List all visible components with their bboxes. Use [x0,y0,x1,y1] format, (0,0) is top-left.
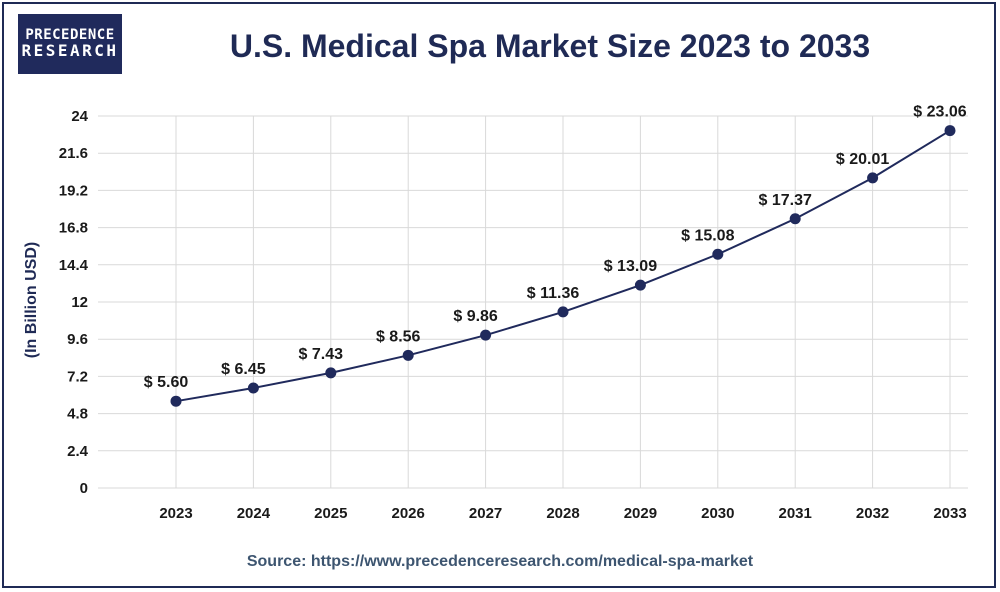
data-point [170,395,182,407]
series-layer [170,125,956,407]
data-point [789,213,801,225]
y-tick-label: 14.4 [59,257,89,274]
data-label: $ 9.86 [453,308,498,325]
y-tick-label: 7.2 [67,368,88,385]
data-point [634,279,646,291]
x-tick-label: 2023 [159,505,192,522]
logo-line-1: PRECEDENCE [25,27,115,44]
y-tick-label: 19.2 [59,182,88,199]
data-point [944,125,956,137]
brand-logo: PRECEDENCE RESEARCH [18,14,122,74]
y-tick-label: 21.6 [59,145,88,162]
x-tick-label: 2025 [314,505,347,522]
y-tick-label: 4.8 [67,406,88,423]
data-label: $ 15.08 [681,227,734,244]
data-point [480,329,492,341]
y-tick-label: 2.4 [67,443,89,460]
x-tick-label: 2026 [392,505,425,522]
data-label: $ 23.06 [913,104,966,121]
y-tick-label: 0 [80,480,88,497]
x-tick-label: 2029 [624,505,657,522]
x-tick-label: 2024 [237,505,271,522]
data-point [712,248,724,260]
data-label: $ 13.09 [604,258,657,275]
data-label: $ 8.56 [376,328,421,345]
y-tick-label: 12 [71,294,88,311]
data-label: $ 7.43 [299,346,344,363]
data-label: $ 20.01 [836,151,889,168]
x-tick-label: 2027 [469,505,502,522]
x-tick-label: 2028 [546,505,579,522]
data-point [867,172,879,184]
y-tick-label: 9.6 [67,331,88,348]
x-tick-label: 2032 [856,505,889,522]
data-point [402,349,414,361]
x-tick-label: 2031 [779,505,812,522]
y-tick-label: 24 [71,108,88,125]
logo-line-2: RESEARCH [21,40,119,60]
data-point [325,367,337,379]
data-label: $ 6.45 [221,361,266,378]
data-point [247,382,259,394]
data-label: $ 17.37 [759,192,812,209]
y-tick-label: 16.8 [59,220,88,237]
data-label: $ 5.60 [144,374,189,391]
data-point [557,306,569,318]
axis-layer: 0 2.4 4.8 7.2 9.6 12 14.4 16.8 19.2 21.6 24 2023 202… [59,108,967,522]
x-tick-label: 2030 [701,505,734,522]
data-label: $ 11.36 [527,285,580,302]
data-label-layer: $ 5.60 $ 6.45 $ 7.43 $ 8.56 $ 9.86 $ 11.36 $ 1… [144,104,967,392]
source-text: Source: https://www.precedenceresearch.c… [246,553,754,570]
x-tick-label: 2033 [933,505,966,522]
grid-layer [98,115,968,489]
chart-title: U.S. Medical Spa Market Size 2023 to 203… [229,28,871,64]
